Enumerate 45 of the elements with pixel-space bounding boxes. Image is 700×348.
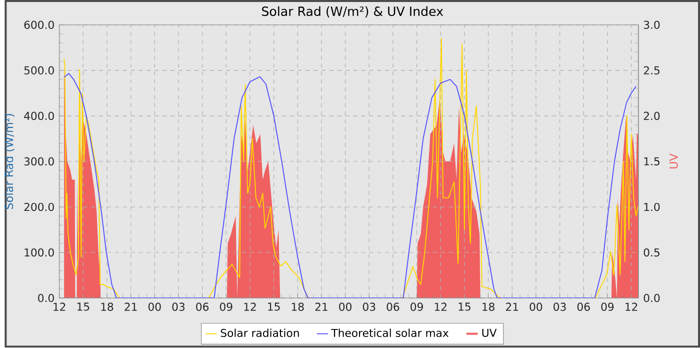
chart-title: Solar Rad (W/m²) & UV Index	[262, 6, 444, 18]
x-tick-label: 12	[434, 302, 446, 311]
x-tick-label: 15	[268, 302, 280, 311]
x-tick-label: 09	[220, 302, 232, 312]
y-tick-label: 100.0	[24, 248, 54, 257]
x-tick-label: 03	[362, 302, 376, 312]
y2-axis-title: UV	[669, 154, 678, 169]
y-tick-label: 500.0	[24, 66, 54, 75]
legend-label: Theoretical solar max	[331, 328, 449, 338]
x-tick-label: 09	[601, 302, 614, 312]
y2-tick-label: 1.0	[644, 203, 660, 212]
x-tick-label: 18	[482, 302, 494, 312]
y-tick-label: 600.0	[24, 20, 54, 30]
x-tick-label: 03	[172, 302, 185, 312]
y2-tick-label: 1.5	[644, 158, 660, 166]
x-tick-label: 06	[386, 302, 400, 312]
y2-tick-label: 0.0	[644, 294, 660, 302]
legend-label: Solar radiation	[220, 328, 299, 338]
x-tick-label: 09	[410, 302, 423, 312]
x-tick-label: 18	[292, 302, 304, 312]
x-tick-label: 12	[54, 302, 66, 311]
x-tick-label: 12	[626, 302, 638, 311]
y2-tick-label: 2.5	[644, 66, 660, 75]
x-tick-label: 21	[124, 302, 137, 311]
x-tick-label: 00	[148, 302, 161, 312]
y2-tick-label: 3.0	[644, 20, 660, 30]
y2-tick-label: 2.0	[644, 112, 660, 120]
y-tick-label: 300.0	[24, 157, 54, 166]
legend-label: UV	[482, 328, 497, 338]
x-tick-label: 00	[339, 302, 352, 312]
x-tick-label: 06	[196, 302, 209, 312]
y-tick-label: 0.0	[38, 294, 54, 302]
x-tick-label: 21	[315, 302, 328, 311]
x-tick-label: 06	[577, 302, 590, 312]
y-tick-label: 400.0	[24, 112, 54, 120]
x-tick-label: 15	[77, 302, 90, 311]
x-tick-label: 03	[554, 302, 566, 312]
x-tick-label: 18	[101, 302, 114, 312]
y-tick-label: 200.0	[24, 203, 54, 212]
x-tick-label: 21	[506, 302, 518, 311]
y-axis-title: Solar Rad (W/m²)	[4, 114, 14, 210]
y2-tick-label: 0.5	[644, 248, 660, 257]
x-tick-label: 12	[244, 302, 256, 311]
x-tick-label: 00	[530, 302, 542, 312]
x-tick-label: 15	[458, 302, 470, 311]
